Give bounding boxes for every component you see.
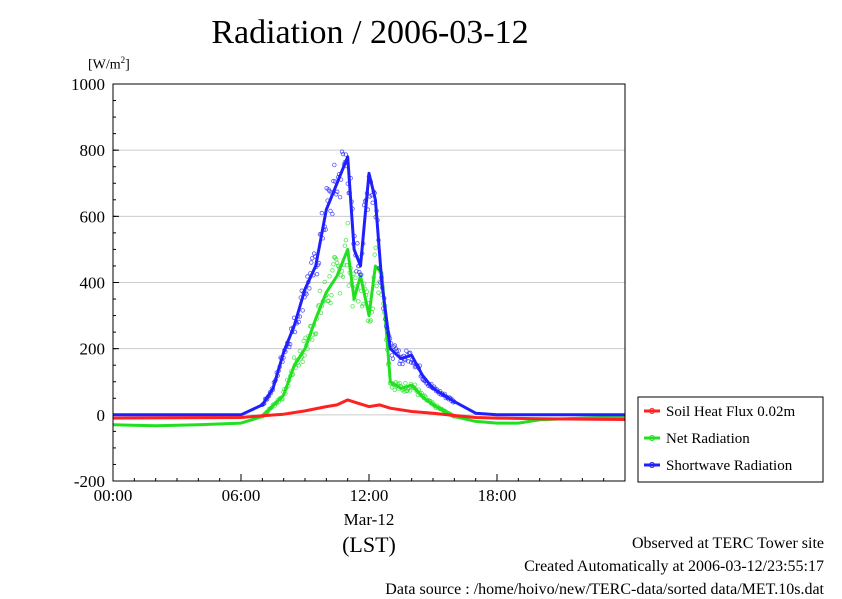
- legend-label: Net Radiation: [666, 431, 750, 447]
- x-tick-label: 12:00: [350, 486, 389, 505]
- y-tick-label: 0: [97, 406, 106, 425]
- data-point: [309, 260, 314, 265]
- data-point: [403, 380, 408, 386]
- data-point: [368, 318, 374, 323]
- data-point: [342, 243, 348, 248]
- data-point: [300, 308, 305, 313]
- data-point: [329, 293, 334, 298]
- data-point: [291, 355, 297, 360]
- x-tick-label: 06:00: [222, 486, 261, 505]
- data-point: [374, 283, 379, 289]
- data-point: [327, 274, 332, 279]
- data-point: [310, 337, 315, 342]
- data-point: [302, 353, 307, 358]
- data-point: [393, 346, 398, 351]
- data-point: [313, 331, 319, 336]
- data-point: [331, 262, 336, 267]
- data-point: [407, 388, 413, 393]
- data-point: [343, 237, 349, 243]
- data-point: [397, 381, 402, 386]
- data-point: [297, 348, 302, 354]
- data-point: [322, 279, 327, 285]
- y-tick-label: 200: [80, 340, 106, 359]
- data-point: [372, 252, 377, 257]
- data-point: [301, 338, 306, 344]
- data-point: [287, 344, 292, 350]
- x-tick-label: 18:00: [478, 486, 517, 505]
- data-point: [337, 291, 343, 296]
- y-tick-label: 400: [80, 274, 106, 293]
- data-point: [408, 360, 414, 365]
- data-point: [345, 220, 350, 226]
- data-point: [404, 348, 409, 353]
- data-point: [354, 269, 359, 274]
- data-point: [334, 192, 339, 197]
- y-tick-label: -200: [74, 472, 105, 491]
- data-point: [307, 286, 312, 291]
- data-point: [337, 194, 343, 200]
- data-point: [331, 178, 336, 184]
- data-point: [296, 319, 302, 325]
- data-point: [311, 251, 317, 256]
- data-point: [370, 200, 375, 205]
- data-point: [402, 389, 407, 394]
- data-point: [335, 189, 340, 195]
- data-point: [367, 319, 373, 324]
- x-axis-label: (LST): [342, 532, 396, 557]
- y-axis-unit: [W/m2]: [88, 55, 130, 73]
- data-point: [330, 211, 335, 217]
- legend-marker: [649, 435, 655, 441]
- data-point: [312, 332, 318, 337]
- x-tick-label: 00:00: [94, 486, 133, 505]
- data-point: [328, 300, 333, 306]
- data-point: [343, 152, 349, 157]
- data-point: [328, 208, 333, 214]
- y-tick-label: 600: [80, 207, 106, 226]
- data-point: [340, 274, 346, 280]
- data-point: [335, 260, 340, 266]
- data-point: [360, 301, 366, 307]
- data-point: [314, 271, 320, 277]
- footer-observed: Observed at TERC Tower site: [631, 535, 824, 552]
- data-point: [353, 275, 358, 281]
- y-tick-label: 800: [80, 141, 106, 160]
- data-point: [359, 272, 364, 277]
- data-point: [373, 245, 378, 251]
- series-line: [112, 398, 626, 421]
- data-point: [330, 268, 335, 273]
- data-point: [317, 288, 323, 294]
- data-point: [339, 149, 345, 154]
- plot-frame: [112, 83, 626, 482]
- data-point: [319, 210, 325, 216]
- series-line: [113, 155, 625, 417]
- data-point: [350, 304, 355, 309]
- data-point: [346, 283, 351, 288]
- footer-created: Created Automatically at 2006-03-12/23:5…: [524, 558, 824, 575]
- data-point: [332, 162, 337, 168]
- data-point: [364, 289, 370, 294]
- footer-data-source: Data source : /home/hoivo/new/TERC-data/…: [385, 581, 824, 598]
- data-point: [356, 299, 361, 304]
- data-point: [396, 348, 401, 353]
- legend-box: [637, 396, 824, 483]
- x-date-label: Mar-12: [344, 510, 395, 529]
- legend-label: Shortwave Radiation: [666, 458, 793, 474]
- data-point: [359, 304, 365, 309]
- data-point: [392, 387, 398, 393]
- legend-marker: [649, 462, 655, 468]
- series-line: [112, 247, 626, 428]
- legend-marker: [649, 408, 655, 414]
- data-point: [390, 356, 396, 361]
- data-point: [355, 241, 360, 246]
- data-point: [296, 363, 302, 368]
- y-tick-label: 1000: [71, 75, 105, 94]
- data-point: [400, 361, 405, 367]
- chart-title: Radiation / 2006-03-12: [211, 14, 529, 51]
- data-point: [340, 151, 346, 157]
- legend-label: Soil Heat Flux 0.02m: [666, 404, 796, 420]
- data-point: [300, 359, 305, 364]
